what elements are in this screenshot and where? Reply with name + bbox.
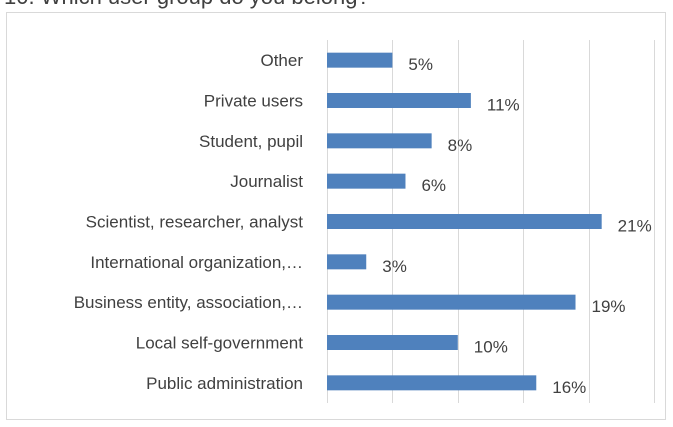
category-label: Local self-government <box>136 334 304 353</box>
bar <box>327 93 471 108</box>
data-label: 8% <box>448 136 473 155</box>
category-labels: Other Private users Student, pupil Journali… <box>74 51 304 393</box>
bar <box>327 254 367 270</box>
data-label: 5% <box>408 55 433 74</box>
category-label: Business entity, association,… <box>74 293 303 312</box>
data-label: 16% <box>552 378 586 397</box>
bar <box>327 294 576 310</box>
category-label: Scientist, researcher, analyst <box>86 213 304 232</box>
category-label: International organization,… <box>90 253 303 272</box>
bar <box>327 214 602 229</box>
data-label: 19% <box>592 297 626 316</box>
data-labels: 5% 11% 8% 6% 21% 3% 19% 10% 16% <box>382 55 651 397</box>
data-label: 3% <box>382 257 407 276</box>
chart-title-fragment: 10. Which user group do you belong? <box>0 0 673 14</box>
category-label: Student, pupil <box>199 132 303 151</box>
bar <box>327 52 393 68</box>
data-label: 21% <box>618 217 652 236</box>
category-label: Private users <box>204 92 303 111</box>
data-label: 6% <box>421 176 446 195</box>
category-label: Other <box>260 51 303 70</box>
category-label: Journalist <box>230 172 303 191</box>
data-label: 11% <box>487 96 520 115</box>
category-label: Public administration <box>146 374 303 393</box>
bar <box>327 173 406 189</box>
data-label: 10% <box>474 338 508 357</box>
bars <box>327 52 602 391</box>
bar <box>327 133 432 149</box>
bar <box>327 375 537 391</box>
bar <box>327 335 458 350</box>
